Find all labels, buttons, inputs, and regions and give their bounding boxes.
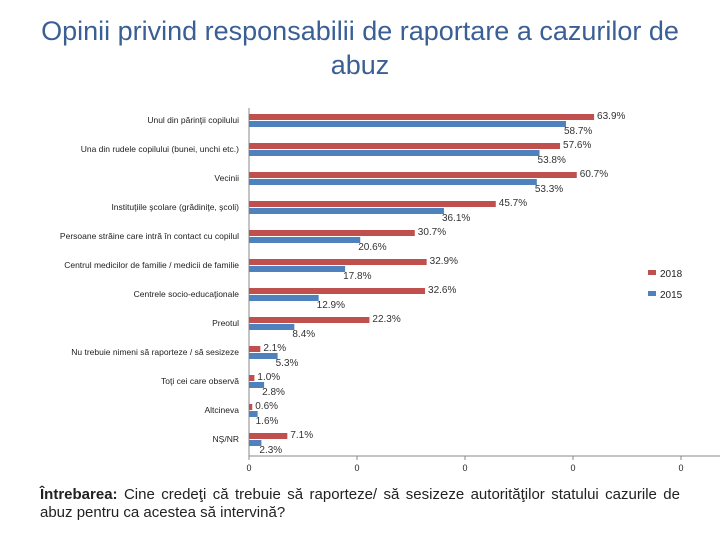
data-label-2015: 53.8% xyxy=(538,155,566,166)
category-label: Toţi cei care observă xyxy=(161,376,239,386)
data-label-2018: 30.7% xyxy=(418,227,446,238)
bar-2015 xyxy=(249,382,265,388)
bar-2015 xyxy=(249,411,258,417)
bar-2018 xyxy=(249,259,427,265)
data-label-2018: 32.9% xyxy=(430,256,458,267)
bar-2018 xyxy=(249,288,426,294)
bar-2015 xyxy=(249,150,540,156)
data-label-2015: 1.6% xyxy=(256,416,279,427)
bar-2018 xyxy=(249,172,577,178)
bar-chart: 00000111Unul din părinţii copilului63.9%… xyxy=(60,108,720,473)
category-label: Instituţiile şcolare (grădiniţe, şcoli) xyxy=(111,202,239,212)
data-label-2015: 12.9% xyxy=(317,300,345,311)
data-label-2018: 2.1% xyxy=(263,343,286,354)
data-label-2015: 17.8% xyxy=(343,271,371,282)
category-label: Centrele socio-educaţionale xyxy=(134,289,240,299)
legend-label-2018: 2018 xyxy=(660,269,683,280)
bar-2018 xyxy=(249,143,561,149)
question-text: Cine credeţi că trebuie să raporteze/ să… xyxy=(40,486,680,521)
chart-title: Opinii privind responsabilii de raportar… xyxy=(41,16,679,80)
x-tick-label: 0 xyxy=(570,463,575,473)
legend-swatch-2015 xyxy=(648,291,656,296)
legend-label-2015: 2015 xyxy=(660,290,683,301)
data-label-2018: 32.6% xyxy=(428,285,456,296)
bar-2015 xyxy=(249,121,566,127)
bar-2015 xyxy=(249,179,537,185)
data-label-2018: 1.0% xyxy=(257,372,280,383)
x-tick-label: 0 xyxy=(678,463,683,473)
data-label-2015: 20.6% xyxy=(358,242,386,253)
bar-2015 xyxy=(249,440,262,446)
data-label-2015: 8.4% xyxy=(292,329,315,340)
data-label-2018: 60.7% xyxy=(580,169,608,180)
category-label: Persoane străine care intră în contact c… xyxy=(60,231,239,241)
data-label-2015: 58.7% xyxy=(564,126,592,137)
x-tick-label: 0 xyxy=(462,463,467,473)
category-label: Unul din părinţii copilului xyxy=(147,115,239,125)
data-label-2018: 22.3% xyxy=(372,314,400,325)
category-label: NŞ/NR xyxy=(213,434,239,444)
x-tick-label: 0 xyxy=(246,463,251,473)
bar-2018 xyxy=(249,317,370,323)
bar-2015 xyxy=(249,208,444,214)
data-label-2015: 2.3% xyxy=(259,445,282,456)
bar-2018 xyxy=(249,375,255,381)
category-label: Altcineva xyxy=(205,405,240,415)
bar-2015 xyxy=(249,295,319,301)
bar-2018 xyxy=(249,201,496,207)
bar-2018 xyxy=(249,404,253,410)
data-label-2015: 53.3% xyxy=(535,184,563,195)
data-label-2018: 57.6% xyxy=(563,140,591,151)
data-label-2015: 5.3% xyxy=(276,358,299,369)
data-label-2015: 36.1% xyxy=(442,213,470,224)
bar-2018 xyxy=(249,433,288,439)
category-label: Vecinii xyxy=(214,173,239,183)
category-label: Preotul xyxy=(212,318,239,328)
bar-2015 xyxy=(249,324,295,330)
legend-swatch-2018 xyxy=(648,270,656,275)
data-label-2018: 7.1% xyxy=(290,430,313,441)
category-label: Una din rudele copilului (bunei, unchi e… xyxy=(81,144,239,154)
data-label-2015: 2.8% xyxy=(262,387,285,398)
data-label-2018: 45.7% xyxy=(499,198,527,209)
x-tick-label: 0 xyxy=(354,463,359,473)
bar-2018 xyxy=(249,114,595,120)
bar-2015 xyxy=(249,353,278,359)
bar-2018 xyxy=(249,346,261,352)
category-label: Centrul medicilor de familie / medicii d… xyxy=(64,260,239,270)
data-label-2018: 0.6% xyxy=(255,401,278,412)
data-label-2018: 63.9% xyxy=(597,111,625,122)
bar-2018 xyxy=(249,230,415,236)
bar-2015 xyxy=(249,266,346,272)
question-label: Întrebarea: xyxy=(40,486,118,503)
category-label: Nu trebuie nimeni să raporteze / să sesi… xyxy=(71,347,239,357)
bar-2015 xyxy=(249,237,361,243)
question-footer: Întrebarea: Cine credeţi că trebuie să r… xyxy=(40,486,680,522)
